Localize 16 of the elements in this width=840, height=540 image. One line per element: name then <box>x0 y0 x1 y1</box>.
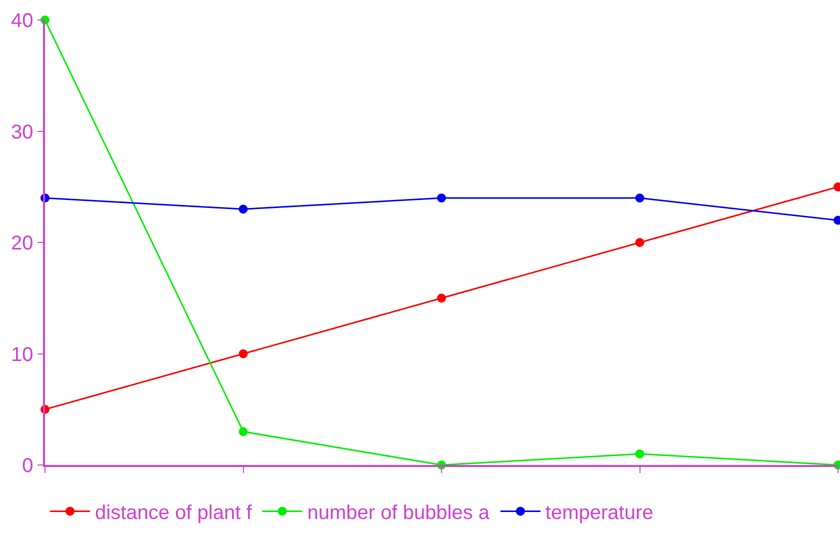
point <box>635 238 644 247</box>
point <box>635 449 644 458</box>
point <box>437 194 446 202</box>
point <box>238 204 248 214</box>
y-tick-label: 10 <box>11 344 34 366</box>
y-tick-label: 20 <box>11 232 34 254</box>
y-tick-label: 0 <box>22 455 34 477</box>
legend-label: distance of plant f <box>95 502 252 524</box>
point <box>238 349 248 358</box>
point <box>238 427 248 436</box>
legend-label: number of bubbles a <box>307 502 490 524</box>
legend-label: temperature <box>545 502 654 524</box>
y-tick-label: 40 <box>11 10 34 32</box>
point <box>635 194 644 202</box>
point <box>437 294 446 303</box>
y-tick-label: 30 <box>11 121 34 144</box>
